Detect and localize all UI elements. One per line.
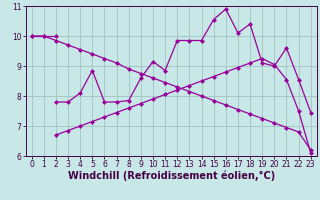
X-axis label: Windchill (Refroidissement éolien,°C): Windchill (Refroidissement éolien,°C) <box>68 171 275 181</box>
